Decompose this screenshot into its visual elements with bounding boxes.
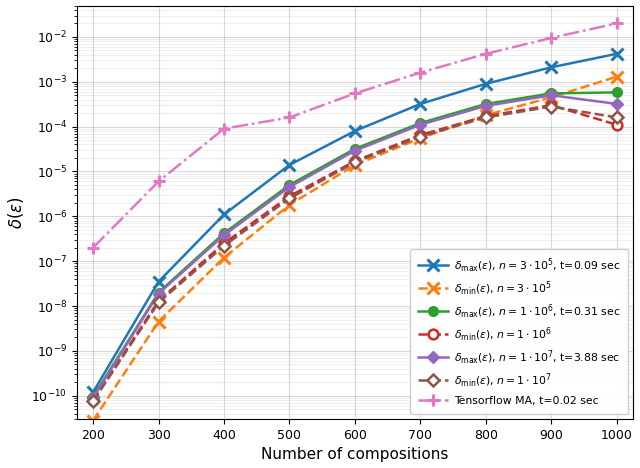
$\delta_{\mathrm{max}}(\varepsilon)$, $n = 1 \cdot 10^6$, t=0.31 sec bbox=[547, 91, 555, 96]
$\delta_{\mathrm{max}}(\varepsilon)$, $n = 1 \cdot 10^7$, t=3.88 sec bbox=[613, 101, 621, 107]
$\delta_{\mathrm{max}}(\varepsilon)$, $n = 1 \cdot 10^6$, t=0.31 sec bbox=[351, 146, 359, 152]
$\delta_{\mathrm{min}}(\varepsilon)$, $n = 1 \cdot 10^7$ bbox=[155, 300, 163, 305]
$\delta_{\mathrm{max}}(\varepsilon)$, $n = 1 \cdot 10^6$, t=0.31 sec bbox=[220, 230, 228, 236]
Y-axis label: $\delta(\varepsilon)$: $\delta(\varepsilon)$ bbox=[6, 196, 26, 229]
Line: $\delta_{\mathrm{max}}(\varepsilon)$, $n = 3 \cdot 10^5$, t=0.09 sec: $\delta_{\mathrm{max}}(\varepsilon)$, $n… bbox=[88, 48, 622, 398]
$\delta_{\mathrm{max}}(\varepsilon)$, $n = 1 \cdot 10^7$, t=3.88 sec bbox=[351, 148, 359, 154]
$\delta_{\mathrm{max}}(\varepsilon)$, $n = 1 \cdot 10^7$, t=3.88 sec bbox=[220, 232, 228, 238]
$\delta_{\mathrm{min}}(\varepsilon)$, $n = 3 \cdot 10^5$ bbox=[90, 418, 97, 424]
$\delta_{\mathrm{min}}(\varepsilon)$, $n = 3 \cdot 10^5$ bbox=[547, 95, 555, 100]
Tensorflow MA, t=0.02 sec bbox=[285, 115, 293, 120]
$\delta_{\mathrm{max}}(\varepsilon)$, $n = 1 \cdot 10^6$, t=0.31 sec bbox=[482, 101, 490, 107]
$\delta_{\mathrm{min}}(\varepsilon)$, $n = 3 \cdot 10^5$ bbox=[220, 255, 228, 260]
$\delta_{\mathrm{max}}(\varepsilon)$, $n = 3 \cdot 10^5$, t=0.09 sec bbox=[417, 101, 424, 107]
Tensorflow MA, t=0.02 sec bbox=[547, 35, 555, 41]
$\delta_{\mathrm{max}}(\varepsilon)$, $n = 3 \cdot 10^5$, t=0.09 sec bbox=[351, 128, 359, 134]
Line: $\delta_{\mathrm{min}}(\varepsilon)$, $n = 1 \cdot 10^6$: $\delta_{\mathrm{min}}(\varepsilon)$, $n… bbox=[88, 100, 621, 405]
$\delta_{\mathrm{max}}(\varepsilon)$, $n = 3 \cdot 10^5$, t=0.09 sec bbox=[547, 65, 555, 70]
$\delta_{\mathrm{max}}(\varepsilon)$, $n = 3 \cdot 10^5$, t=0.09 sec bbox=[285, 162, 293, 168]
$\delta_{\mathrm{min}}(\varepsilon)$, $n = 1 \cdot 10^6$ bbox=[482, 113, 490, 119]
$\delta_{\mathrm{min}}(\varepsilon)$, $n = 3 \cdot 10^5$ bbox=[482, 112, 490, 118]
Tensorflow MA, t=0.02 sec bbox=[155, 179, 163, 184]
Line: Tensorflow MA, t=0.02 sec: Tensorflow MA, t=0.02 sec bbox=[87, 17, 623, 254]
$\delta_{\mathrm{max}}(\varepsilon)$, $n = 1 \cdot 10^6$, t=0.31 sec bbox=[90, 394, 97, 400]
$\delta_{\mathrm{min}}(\varepsilon)$, $n = 1 \cdot 10^6$ bbox=[285, 193, 293, 199]
$\delta_{\mathrm{min}}(\varepsilon)$, $n = 1 \cdot 10^7$ bbox=[285, 196, 293, 201]
Tensorflow MA, t=0.02 sec bbox=[90, 245, 97, 250]
$\delta_{\mathrm{min}}(\varepsilon)$, $n = 3 \cdot 10^5$ bbox=[351, 162, 359, 168]
$\delta_{\mathrm{max}}(\varepsilon)$, $n = 1 \cdot 10^6$, t=0.31 sec bbox=[613, 89, 621, 95]
Legend: $\delta_{\mathrm{max}}(\varepsilon)$, $n = 3 \cdot 10^5$, t=0.09 sec, $\delta_{\: $\delta_{\mathrm{max}}(\varepsilon)$, $n… bbox=[410, 249, 628, 414]
Tensorflow MA, t=0.02 sec bbox=[220, 126, 228, 132]
$\delta_{\mathrm{max}}(\varepsilon)$, $n = 3 \cdot 10^5$, t=0.09 sec bbox=[482, 81, 490, 87]
$\delta_{\mathrm{min}}(\varepsilon)$, $n = 1 \cdot 10^6$ bbox=[220, 241, 228, 246]
$\delta_{\mathrm{min}}(\varepsilon)$, $n = 1 \cdot 10^6$ bbox=[155, 298, 163, 304]
$\delta_{\mathrm{min}}(\varepsilon)$, $n = 1 \cdot 10^6$ bbox=[613, 122, 621, 128]
Tensorflow MA, t=0.02 sec bbox=[482, 51, 490, 57]
$\delta_{\mathrm{min}}(\varepsilon)$, $n = 3 \cdot 10^5$ bbox=[417, 135, 424, 141]
Line: $\delta_{\mathrm{min}}(\varepsilon)$, $n = 3 \cdot 10^5$: $\delta_{\mathrm{min}}(\varepsilon)$, $n… bbox=[88, 71, 622, 426]
X-axis label: Number of compositions: Number of compositions bbox=[261, 447, 449, 462]
$\delta_{\mathrm{min}}(\varepsilon)$, $n = 1 \cdot 10^7$ bbox=[417, 134, 424, 139]
$\delta_{\mathrm{min}}(\varepsilon)$, $n = 1 \cdot 10^7$ bbox=[482, 115, 490, 120]
$\delta_{\mathrm{max}}(\varepsilon)$, $n = 1 \cdot 10^6$, t=0.31 sec bbox=[417, 120, 424, 126]
$\delta_{\mathrm{min}}(\varepsilon)$, $n = 1 \cdot 10^6$ bbox=[351, 158, 359, 164]
$\delta_{\mathrm{max}}(\varepsilon)$, $n = 3 \cdot 10^5$, t=0.09 sec bbox=[90, 389, 97, 395]
Tensorflow MA, t=0.02 sec bbox=[417, 70, 424, 75]
$\delta_{\mathrm{min}}(\varepsilon)$, $n = 1 \cdot 10^6$ bbox=[417, 132, 424, 138]
$\delta_{\mathrm{min}}(\varepsilon)$, $n = 3 \cdot 10^5$ bbox=[613, 74, 621, 80]
Line: $\delta_{\mathrm{min}}(\varepsilon)$, $n = 1 \cdot 10^7$: $\delta_{\mathrm{min}}(\varepsilon)$, $n… bbox=[89, 102, 621, 405]
$\delta_{\mathrm{min}}(\varepsilon)$, $n = 1 \cdot 10^7$ bbox=[547, 104, 555, 110]
$\delta_{\mathrm{min}}(\varepsilon)$, $n = 1 \cdot 10^7$ bbox=[90, 399, 97, 404]
Line: $\delta_{\mathrm{max}}(\varepsilon)$, $n = 1 \cdot 10^6$, t=0.31 sec: $\delta_{\mathrm{max}}(\varepsilon)$, $n… bbox=[88, 88, 621, 402]
$\delta_{\mathrm{max}}(\varepsilon)$, $n = 3 \cdot 10^5$, t=0.09 sec bbox=[220, 212, 228, 217]
$\delta_{\mathrm{max}}(\varepsilon)$, $n = 1 \cdot 10^7$, t=3.88 sec bbox=[417, 122, 424, 128]
$\delta_{\mathrm{max}}(\varepsilon)$, $n = 1 \cdot 10^7$, t=3.88 sec bbox=[285, 184, 293, 190]
$\delta_{\mathrm{max}}(\varepsilon)$, $n = 1 \cdot 10^6$, t=0.31 sec bbox=[285, 182, 293, 188]
$\delta_{\mathrm{min}}(\varepsilon)$, $n = 1 \cdot 10^6$ bbox=[90, 397, 97, 403]
$\delta_{\mathrm{max}}(\varepsilon)$, $n = 1 \cdot 10^7$, t=3.88 sec bbox=[90, 395, 97, 401]
$\delta_{\mathrm{min}}(\varepsilon)$, $n = 1 \cdot 10^7$ bbox=[613, 115, 621, 120]
$\delta_{\mathrm{min}}(\varepsilon)$, $n = 3 \cdot 10^5$ bbox=[155, 319, 163, 324]
$\delta_{\mathrm{max}}(\varepsilon)$, $n = 1 \cdot 10^7$, t=3.88 sec bbox=[547, 93, 555, 98]
Tensorflow MA, t=0.02 sec bbox=[613, 21, 621, 26]
Line: $\delta_{\mathrm{max}}(\varepsilon)$, $n = 1 \cdot 10^7$, t=3.88 sec: $\delta_{\mathrm{max}}(\varepsilon)$, $n… bbox=[89, 91, 621, 402]
$\delta_{\mathrm{max}}(\varepsilon)$, $n = 3 \cdot 10^5$, t=0.09 sec bbox=[155, 279, 163, 285]
$\delta_{\mathrm{min}}(\varepsilon)$, $n = 1 \cdot 10^7$ bbox=[220, 243, 228, 249]
$\delta_{\mathrm{max}}(\varepsilon)$, $n = 1 \cdot 10^7$, t=3.88 sec bbox=[482, 103, 490, 109]
$\delta_{\mathrm{max}}(\varepsilon)$, $n = 1 \cdot 10^6$, t=0.31 sec bbox=[155, 290, 163, 295]
$\delta_{\mathrm{min}}(\varepsilon)$, $n = 1 \cdot 10^7$ bbox=[351, 160, 359, 165]
Tensorflow MA, t=0.02 sec bbox=[351, 91, 359, 96]
$\delta_{\mathrm{min}}(\varepsilon)$, $n = 1 \cdot 10^6$ bbox=[547, 102, 555, 108]
$\delta_{\mathrm{max}}(\varepsilon)$, $n = 3 \cdot 10^5$, t=0.09 sec bbox=[613, 51, 621, 57]
$\delta_{\mathrm{max}}(\varepsilon)$, $n = 1 \cdot 10^7$, t=3.88 sec bbox=[155, 291, 163, 296]
$\delta_{\mathrm{min}}(\varepsilon)$, $n = 3 \cdot 10^5$ bbox=[285, 202, 293, 208]
